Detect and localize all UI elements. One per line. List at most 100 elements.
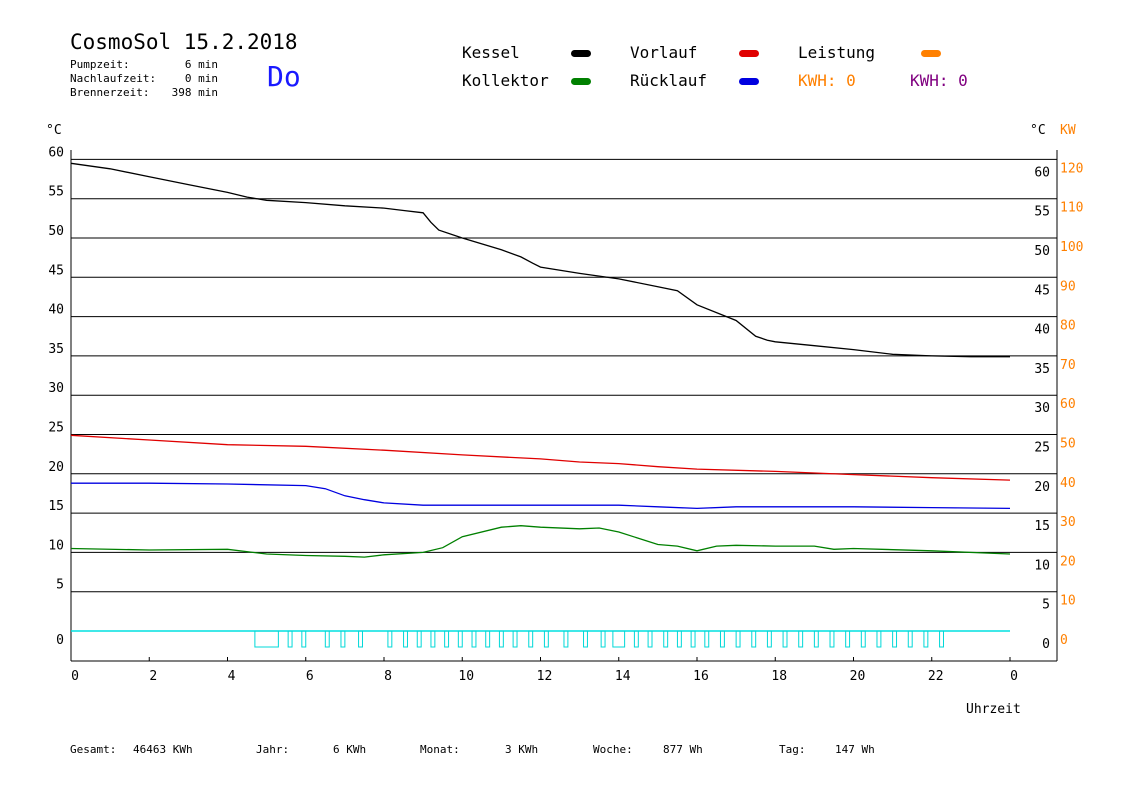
kwh-purple-label: KWH: 0 [910, 71, 968, 90]
stat-label: Pumpzeit: [70, 58, 130, 71]
x-tick-label: 4 [228, 669, 236, 684]
y2-tick-label: 0 [1060, 633, 1068, 648]
legend-kessel-label: Kessel [462, 43, 520, 62]
footer-monat-label: Monat: [420, 743, 460, 756]
burner-block [485, 630, 491, 648]
y2-tick-label: 50 [1060, 437, 1076, 452]
y-tick-label-right: 60 [1034, 165, 1050, 180]
burner-block [358, 630, 363, 648]
y-tick-label-left: 40 [48, 303, 64, 318]
legend-kollektor-swatch [571, 78, 591, 85]
burner-block [512, 630, 518, 648]
right-axis-unit-kw: KW [1060, 123, 1076, 138]
y2-tick-label: 120 [1060, 161, 1083, 176]
x-tick-label: 16 [693, 669, 709, 684]
x-tick-label: 0 [1010, 669, 1018, 684]
y-tick-label-left: 35 [48, 342, 64, 357]
x-tick-label: 18 [771, 669, 787, 684]
y-tick-label-right: 20 [1034, 480, 1050, 495]
burner-block [663, 630, 669, 648]
x-tick-label: 10 [458, 669, 474, 684]
burner-block [782, 630, 788, 648]
burner-block [719, 630, 725, 648]
y-tick-label-right: 15 [1034, 519, 1050, 534]
burner-block [254, 630, 279, 648]
x-tick-label: 22 [928, 669, 944, 684]
stat-value: 398 min [171, 86, 218, 99]
y-tick-label-right: 30 [1034, 401, 1050, 416]
y-tick-label-left: 5 [56, 578, 64, 593]
y-tick-label-right: 35 [1034, 362, 1050, 377]
burner-block [907, 630, 913, 648]
burner-block [845, 630, 851, 648]
burner-block [600, 630, 606, 648]
y-tick-label-right: 40 [1034, 323, 1050, 338]
series-line-kessel [70, 162, 1010, 358]
y-tick-label-right: 10 [1034, 558, 1050, 573]
footer-monat-value: 3 KWh [505, 743, 539, 756]
footer-woche-value: 877 Wh [663, 743, 703, 756]
burner-block [528, 630, 534, 648]
stat-nachlaufzeit: Nachlaufzeit: 0 min [70, 72, 218, 86]
burner-block [563, 630, 569, 648]
burner-block [324, 630, 330, 648]
legend-kessel-swatch [571, 50, 591, 57]
footer-woche-label: Woche: [593, 743, 633, 756]
burner-block [876, 630, 882, 648]
right-axis-unit: °C [1030, 123, 1046, 138]
y-tick-label-left: 45 [48, 263, 64, 278]
y2-tick-label: 60 [1060, 397, 1076, 412]
y2-tick-label: 20 [1060, 554, 1076, 569]
legend-leistung-swatch [921, 50, 941, 57]
burner-block [860, 630, 866, 648]
burner-block [647, 630, 653, 648]
chart-title: CosmoSol 15.2.2018 [70, 30, 298, 54]
x-tick-label: 20 [850, 669, 866, 684]
y-tick-label-right: 0 [1042, 637, 1050, 652]
series-line-vorlauf [70, 434, 1011, 481]
footer-tag-label: Tag: [779, 743, 806, 756]
burner-block [430, 630, 436, 648]
footer-gesamt-label: Gesamt: [70, 743, 117, 756]
burner-block [813, 630, 819, 648]
y2-tick-label: 30 [1060, 515, 1076, 530]
burner-block [612, 630, 626, 648]
y-tick-label-left: 25 [48, 421, 64, 436]
y-tick-label-left: 15 [48, 499, 64, 514]
stat-label: Brennerzeit: [70, 86, 150, 99]
burner-block [287, 630, 293, 648]
y2-tick-label: 40 [1060, 476, 1076, 491]
burner-block [457, 630, 463, 648]
stat-value: 6 min [184, 58, 218, 71]
burner-block [923, 630, 929, 648]
burner-block [939, 630, 944, 648]
burner-block [751, 630, 757, 648]
legend-vorlauf-label: Vorlauf [630, 43, 698, 62]
series-line-kollektor [70, 525, 1011, 558]
burner-block [403, 630, 408, 648]
legend-ruecklauf-label: Rücklauf [630, 71, 708, 90]
y-tick-label-right: 55 [1034, 205, 1050, 220]
y-tick-label-left: 50 [48, 224, 64, 239]
stat-brennerzeit: Brennerzeit: 398 min [70, 86, 218, 100]
burner-block [583, 630, 588, 648]
x-tick-label: 2 [149, 669, 157, 684]
y-tick-label-left: 0 [56, 633, 64, 648]
burner-block [690, 630, 696, 648]
burner-block [387, 630, 393, 648]
x-tick-label: 0 [71, 669, 79, 684]
burner-block [416, 630, 422, 648]
stat-value: 0 min [184, 72, 218, 85]
footer-jahr-label: Jahr: [256, 743, 290, 756]
y2-tick-label: 100 [1060, 240, 1083, 255]
burner-block [633, 630, 639, 648]
legend-vorlauf-swatch [739, 50, 759, 57]
burner-block [829, 630, 835, 648]
legend-leistung-label: Leistung [798, 43, 876, 62]
burner-block [704, 630, 710, 648]
x-axis-label: Uhrzeit [966, 702, 1021, 717]
x-tick-label: 14 [615, 669, 631, 684]
burner-block [444, 630, 450, 648]
burner-block [340, 630, 346, 648]
